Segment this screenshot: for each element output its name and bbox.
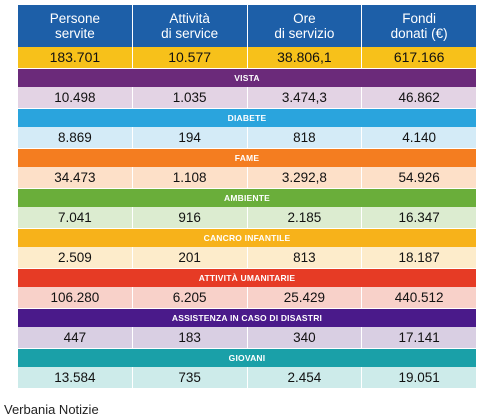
header-service-hours: Ore di servizio [246, 5, 362, 47]
value-cell: 201 [131, 247, 247, 268]
total-funds: 617.166 [361, 47, 476, 68]
value-cell: 2.185 [246, 207, 362, 228]
value-cell: 25.429 [246, 287, 362, 308]
value-cell: 916 [131, 207, 247, 228]
total-activities: 10.577 [131, 47, 247, 68]
value-cell: 19.051 [361, 367, 476, 388]
value-cell: 3.474,3 [246, 87, 362, 108]
category-band: DIABETE [18, 109, 476, 127]
value-cell: 447 [63, 330, 87, 345]
category-band: VISTA [18, 69, 476, 87]
category-row: 106.280 6.205 25.429 440.512 [18, 287, 476, 309]
value-cell: 34.473 [54, 170, 96, 185]
header-line: di service [161, 26, 219, 41]
value-cell: 8.869 [57, 130, 92, 145]
value-cell: 818 [246, 127, 362, 148]
value-cell: 1.035 [131, 87, 247, 108]
category-row: 2.509 201 813 18.187 [18, 247, 476, 269]
value-cell: 813 [246, 247, 362, 268]
value-cell: 2.454 [246, 367, 362, 388]
header-people-served: Persone servite [18, 5, 132, 47]
value-cell: 16.347 [361, 207, 476, 228]
header-line: di servizio [274, 26, 335, 41]
header-line: Ore [293, 11, 316, 26]
value-cell: 4.140 [361, 127, 476, 148]
value-cell: 194 [131, 127, 247, 148]
category-band: ATTIVITÀ UMANITARIE [18, 269, 476, 287]
category-row: 13.584 735 2.454 19.051 [18, 367, 476, 389]
value-cell: 6.205 [131, 287, 247, 308]
category-band: GIOVANI [18, 349, 476, 367]
category-band: AMBIENTE [18, 189, 476, 207]
value-cell: 106.280 [50, 290, 100, 305]
header-line: donati (€) [390, 26, 448, 41]
value-cell: 7.041 [57, 210, 92, 225]
value-cell: 13.584 [54, 370, 96, 385]
value-cell: 2.509 [57, 250, 92, 265]
header-funds-donated: Fondi donati (€) [361, 5, 476, 47]
value-cell: 340 [246, 327, 362, 348]
value-cell: 10.498 [54, 90, 96, 105]
category-band: CANCRO INFANTILE [18, 229, 476, 247]
category-sections: VISTA 10.498 1.035 3.474,3 46.862 DIABETE 8.86… [18, 69, 476, 389]
category-row: 7.041 916 2.185 16.347 [18, 207, 476, 229]
value-cell: 1.108 [131, 167, 247, 188]
value-cell: 46.862 [361, 87, 476, 108]
category-band: FAME [18, 149, 476, 167]
value-cell: 3.292,8 [246, 167, 362, 188]
category-row: 34.473 1.108 3.292,8 54.926 [18, 167, 476, 189]
total-people: 183.701 [49, 49, 101, 65]
value-cell: 440.512 [361, 287, 476, 308]
header-line: servite [54, 26, 95, 41]
value-cell: 54.926 [361, 167, 476, 188]
value-cell: 17.141 [361, 327, 476, 348]
source-watermark: Verbania Notizie [2, 402, 101, 418]
category-band: ASSISTENZA IN CASO DI DISASTRI [18, 309, 476, 327]
total-row: 183.701 10.577 38.806,1 617.166 [18, 47, 476, 69]
header-row: Persone servite Attività di service Ore di … [18, 5, 476, 47]
total-hours: 38.806,1 [246, 47, 362, 68]
category-row: 447 183 340 17.141 [18, 327, 476, 349]
value-cell: 735 [131, 367, 247, 388]
header-service-activities: Attività di service [131, 5, 247, 47]
value-cell: 18.187 [361, 247, 476, 268]
header-line: Fondi [402, 11, 437, 26]
category-row: 10.498 1.035 3.474,3 46.862 [18, 87, 476, 109]
header-line: Attività [169, 11, 210, 26]
category-row: 8.869 194 818 4.140 [18, 127, 476, 149]
value-cell: 183 [131, 327, 247, 348]
service-stats-table: Persone servite Attività di service Ore di … [18, 5, 476, 389]
header-line: Persone [49, 11, 101, 26]
